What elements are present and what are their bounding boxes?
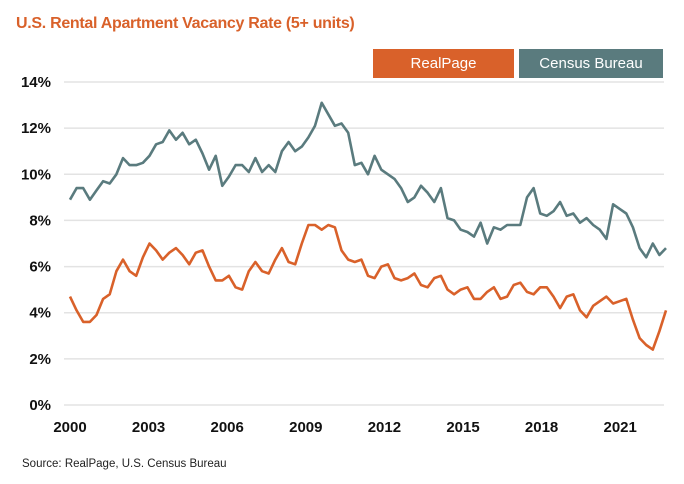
y-tick-label: 8% bbox=[29, 212, 51, 229]
source-note: Source: RealPage, U.S. Census Bureau bbox=[22, 458, 227, 470]
legend-realpage: RealPage bbox=[373, 49, 514, 78]
x-tick-label: 2000 bbox=[53, 419, 86, 436]
chart-title: U.S. Rental Apartment Vacancy Rate (5+ u… bbox=[16, 15, 355, 32]
x-tick-label: 2018 bbox=[525, 419, 558, 436]
y-tick-label: 0% bbox=[29, 397, 51, 414]
legend-census-bureau: Census Bureau bbox=[519, 49, 663, 78]
y-tick-label: 2% bbox=[29, 351, 51, 368]
y-tick-label: 6% bbox=[29, 259, 51, 276]
x-tick-label: 2006 bbox=[211, 419, 244, 436]
x-tick-label: 2003 bbox=[132, 419, 165, 436]
y-tick-label: 14% bbox=[21, 74, 51, 91]
x-tick-label: 2021 bbox=[604, 419, 637, 436]
series-line-census-bureau bbox=[68, 101, 667, 259]
x-tick-label: 2009 bbox=[289, 419, 322, 436]
y-tick-label: 4% bbox=[29, 305, 51, 322]
series-line-realpage bbox=[68, 223, 668, 351]
x-tick-label: 2012 bbox=[368, 419, 401, 436]
y-tick-label: 12% bbox=[21, 120, 51, 137]
y-tick-label: 10% bbox=[21, 166, 51, 183]
x-tick-label: 2015 bbox=[446, 419, 479, 436]
